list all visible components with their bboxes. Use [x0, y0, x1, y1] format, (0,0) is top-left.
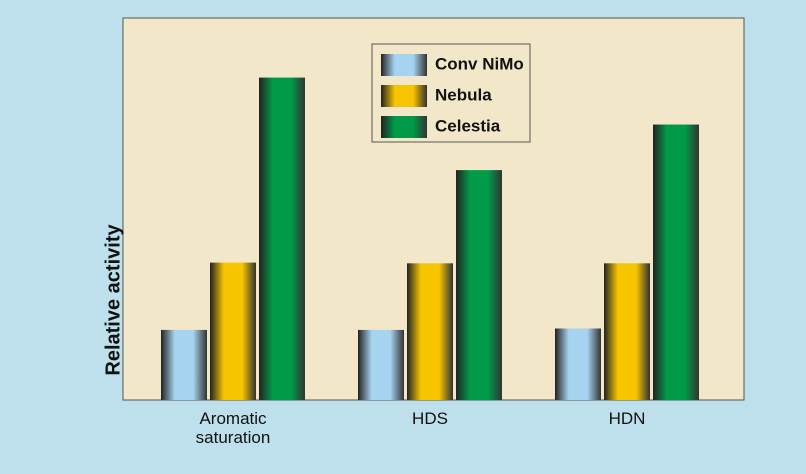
bar [259, 77, 305, 401]
bar [653, 124, 699, 400]
bar [555, 328, 601, 400]
bar [407, 263, 453, 400]
bar [456, 170, 502, 400]
x-tick-label: HDS [412, 409, 448, 428]
legend-swatch [381, 54, 427, 76]
x-tick-label: HDN [608, 409, 646, 428]
bar [604, 263, 650, 400]
bar [161, 329, 207, 400]
legend-label: Nebula [435, 85, 492, 104]
legend-label: Celestia [435, 116, 501, 135]
y-axis-label: Relative activity [102, 224, 124, 376]
legend-swatch [381, 116, 427, 138]
bar [358, 329, 404, 400]
legend-label: Conv NiMo [435, 54, 524, 73]
bar [210, 262, 256, 400]
x-tick-label: Aromatic saturation [195, 409, 271, 447]
legend-swatch [381, 85, 427, 107]
